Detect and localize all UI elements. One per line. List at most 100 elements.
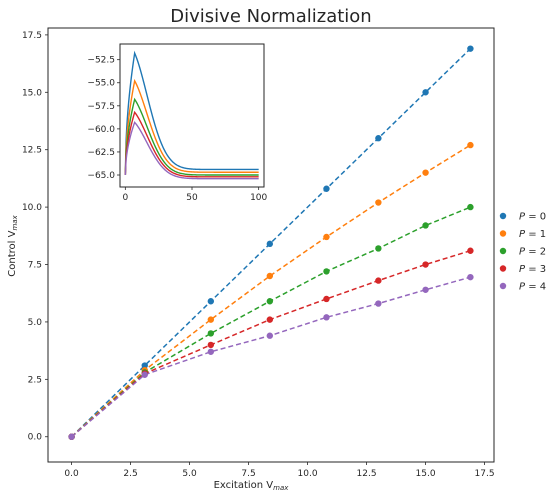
inset-frame — [119, 43, 265, 188]
y-tick-label: 7.5 — [28, 261, 42, 271]
data-point-p2 — [323, 268, 330, 275]
legend-label-value: = 1 — [525, 229, 546, 240]
legend: P = 0P = 1P = 2P = 3P = 4 — [499, 212, 546, 293]
data-point-p2 — [467, 203, 474, 211]
legend-label-var: P — [519, 282, 526, 293]
data-point-p4 — [68, 433, 75, 440]
data-point-p0 — [141, 362, 148, 369]
legend-label-var: P — [519, 229, 526, 240]
data-point-p1 — [323, 233, 330, 241]
x-tick-label: 5.0 — [182, 469, 197, 479]
inset-x-tick-label: 0 — [122, 193, 128, 203]
y-tick-label: 15.0 — [22, 88, 42, 98]
legend-label-value: = 2 — [525, 247, 546, 258]
x-tick-label: 7.5 — [241, 469, 255, 479]
data-point-p4 — [207, 348, 215, 355]
series-line-p2 — [71, 206, 471, 438]
legend-label-value: = 4 — [525, 282, 546, 293]
data-point-p4 — [422, 286, 429, 293]
legend-label-var: P — [519, 247, 526, 258]
legend-label-p0: P = 0 — [519, 212, 546, 223]
y-tick-label: 17.5 — [22, 31, 42, 41]
inset-trace-3 — [124, 110, 259, 178]
legend-label-var: P — [519, 212, 526, 223]
legend-label-p3: P = 3 — [519, 264, 546, 275]
chart-title: Divisive Normalization — [170, 6, 371, 27]
data-point-p3 — [207, 341, 215, 349]
data-point-p1 — [422, 169, 429, 176]
inset-plot: 0 50 100 −52.5 −55.0 −57.5 −60.0 −62.5 −65.0 — [87, 43, 268, 203]
y-tick-label: 5.0 — [28, 318, 43, 328]
inset-y-tick-label: −60.0 — [87, 125, 115, 135]
data-point-p2 — [375, 245, 382, 252]
x-tick-label: 15.0 — [416, 469, 436, 479]
inset-x-tick-label: 100 — [250, 193, 267, 203]
inset-y-tick-label: −65.0 — [87, 171, 115, 181]
legend-label-p2: P = 2 — [519, 247, 546, 258]
series-line-p4 — [71, 276, 471, 438]
x-axis-label-subscript: max — [273, 484, 289, 492]
data-point-p0 — [207, 298, 215, 305]
data-point-p3 — [375, 277, 382, 284]
data-point-p4 — [467, 273, 474, 281]
y-tick-label: 10.0 — [22, 203, 42, 213]
x-axis-label: Excitation Vmax — [214, 480, 290, 492]
x-tick-label: 17.5 — [475, 469, 495, 479]
inset-trace-4 — [124, 121, 259, 180]
legend-label-var: P — [519, 264, 526, 275]
legend-marker-p4 — [499, 282, 507, 290]
inset-trace-2 — [124, 97, 259, 176]
data-point-p1 — [266, 272, 274, 280]
y-axis-label: Control Vmax — [7, 214, 19, 276]
data-point-p3 — [266, 316, 274, 323]
series-line-p0 — [71, 48, 471, 438]
series-line-p1 — [71, 144, 471, 438]
data-point-p4 — [266, 332, 274, 339]
y-tick-label: 0.0 — [28, 433, 43, 443]
data-point-p0 — [323, 185, 330, 192]
legend-marker-p1 — [499, 230, 507, 237]
legend-marker-p3 — [499, 265, 507, 272]
inset-y-tick-label: −55.0 — [87, 79, 115, 89]
legend-marker-p2 — [499, 247, 507, 255]
inset-y-tick-label: −52.5 — [87, 56, 115, 66]
series-line-p3 — [71, 250, 471, 438]
legend-label-p1: P = 1 — [519, 229, 546, 240]
data-point-p4 — [323, 314, 330, 321]
data-point-p4 — [141, 371, 148, 378]
data-point-p1 — [375, 199, 382, 206]
data-point-p2 — [266, 298, 274, 305]
data-point-p2 — [207, 330, 215, 337]
data-point-p4 — [375, 300, 382, 307]
data-point-p1 — [207, 316, 215, 323]
x-tick-label: 0.0 — [64, 469, 79, 479]
data-point-p1 — [467, 141, 474, 149]
inset-x-tick-label: 50 — [186, 193, 198, 203]
inset-trace-0 — [124, 50, 259, 176]
data-point-p0 — [266, 240, 274, 248]
data-point-p2 — [422, 222, 429, 229]
y-axis-label-text: Control V — [7, 230, 18, 276]
x-tick-label: 2.5 — [123, 469, 137, 479]
data-point-p0 — [467, 45, 474, 52]
y-tick-label: 12.5 — [22, 146, 42, 156]
x-tick-label: 12.5 — [357, 469, 377, 479]
data-point-p0 — [375, 135, 382, 142]
inset-trace-1 — [124, 78, 259, 176]
legend-label-value: = 0 — [525, 212, 546, 223]
x-tick-label: 10.0 — [298, 469, 318, 479]
inset-y-tick-label: −57.5 — [87, 102, 115, 112]
legend-label-value: = 3 — [525, 264, 546, 275]
data-point-p3 — [467, 247, 474, 254]
data-point-p0 — [422, 89, 429, 96]
x-axis-label-text: Excitation V — [214, 480, 274, 491]
inset-y-tick-label: −62.5 — [87, 148, 115, 158]
y-tick-label: 2.5 — [28, 375, 42, 385]
legend-marker-p0 — [499, 212, 507, 220]
y-axis-label-subscript: max — [11, 214, 19, 230]
legend-label-p4: P = 4 — [519, 282, 546, 293]
data-point-p3 — [323, 295, 330, 303]
data-point-p3 — [422, 261, 429, 268]
